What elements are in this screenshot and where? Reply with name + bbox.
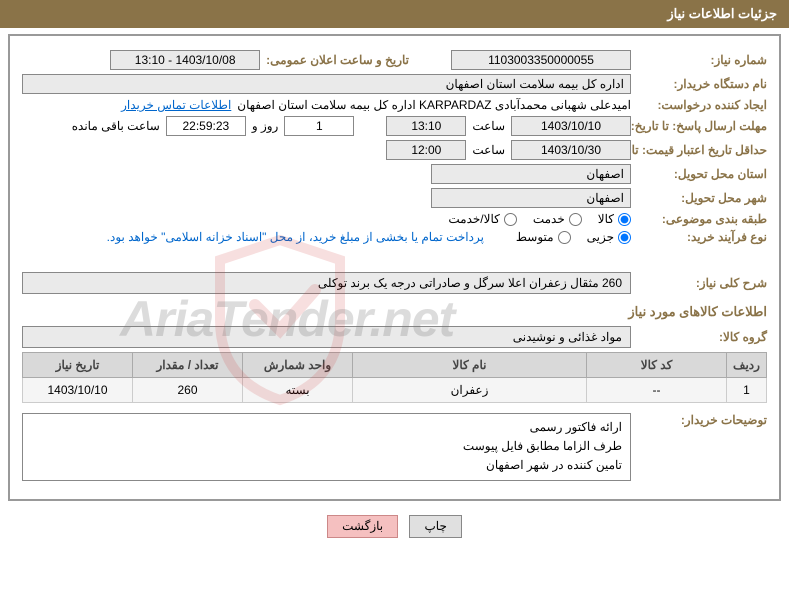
row-process-type: نوع فرآیند خرید: جزیی متوسط پرداخت تمام …	[22, 230, 767, 244]
radio-medium-input[interactable]	[558, 231, 571, 244]
need-desc-label: شرح کلی نیاز:	[637, 276, 767, 290]
table-header-row: ردیف کد کالا نام کالا واحد شمارش تعداد /…	[23, 353, 767, 378]
radio-kala[interactable]: کالا	[598, 212, 631, 226]
th-unit: واحد شمارش	[243, 353, 353, 378]
radio-both[interactable]: کالا/خدمت	[448, 212, 516, 226]
th-code: کد کالا	[587, 353, 727, 378]
time-remaining: 22:59:23	[166, 116, 246, 136]
row-delivery-province: استان محل تحویل: اصفهان	[22, 164, 767, 184]
time-label-2: ساعت	[472, 143, 505, 157]
price-validity-date: 1403/10/30	[511, 140, 631, 160]
process-label: نوع فرآیند خرید:	[637, 230, 767, 244]
panel-header: جزئیات اطلاعات نیاز	[0, 0, 789, 28]
back-button[interactable]: بازگشت	[327, 515, 398, 538]
radio-khadamat[interactable]: خدمت	[533, 212, 582, 226]
row-requester: ایجاد کننده درخواست: امیدعلی شهبانی محمد…	[22, 98, 767, 112]
requester-value: امیدعلی شهبانی محمدآبادی KARPARDAZ اداره…	[237, 98, 631, 112]
th-qty: تعداد / مقدار	[133, 353, 243, 378]
requester-label: ایجاد کننده درخواست:	[637, 98, 767, 112]
announce-time-label: تاریخ و ساعت اعلان عمومی:	[266, 53, 409, 67]
buyer-notes-label: توضیحات خریدار:	[637, 413, 767, 427]
main-panel: شماره نیاز: 1103003350000055 تاریخ و ساع…	[8, 34, 781, 501]
radio-partial-input[interactable]	[618, 231, 631, 244]
td-name: زعفران	[353, 378, 587, 403]
row-need-number: شماره نیاز: 1103003350000055 تاریخ و ساع…	[22, 50, 767, 70]
page-container: جزئیات اطلاعات نیاز AriaTender.net شماره…	[0, 0, 789, 546]
radio-partial[interactable]: جزیی	[587, 230, 631, 244]
goods-group-value: مواد غذائی و نوشیدنی	[22, 326, 631, 348]
th-row: ردیف	[727, 353, 767, 378]
time-label-1: ساعت	[472, 119, 505, 133]
buyer-org-label: نام دستگاه خریدار:	[637, 77, 767, 91]
td-unit: بسته	[243, 378, 353, 403]
radio-medium[interactable]: متوسط	[516, 230, 571, 244]
contact-buyer-link[interactable]: اطلاعات تماس خریدار	[121, 98, 231, 112]
response-deadline-date: 1403/10/10	[511, 116, 631, 136]
days-remaining: 1	[284, 116, 354, 136]
button-row: چاپ بازگشت	[0, 507, 789, 546]
price-validity-time: 12:00	[386, 140, 466, 160]
row-buyer-notes: توضیحات خریدار: ارائه فاکتور رسمی طرف ال…	[22, 413, 767, 481]
radio-both-input[interactable]	[504, 213, 517, 226]
buyer-org-value: اداره کل بیمه سلامت استان اصفهان	[22, 74, 631, 94]
price-validity-label: حداقل تاریخ اعتبار قیمت: تا تاریخ:	[637, 143, 767, 157]
radio-kala-input[interactable]	[618, 213, 631, 226]
need-desc-value: 260 مثقال زعفران اعلا سرگل و صادراتی درج…	[22, 272, 631, 294]
table-row: 1 -- زعفران بسته 260 1403/10/10	[23, 378, 767, 403]
row-delivery-city: شهر محل تحویل: اصفهان	[22, 188, 767, 208]
process-radio-group: جزیی متوسط	[516, 230, 631, 244]
category-radio-group: کالا خدمت کالا/خدمت	[448, 212, 631, 226]
goods-group-label: گروه کالا:	[637, 330, 767, 344]
need-number-label: شماره نیاز:	[637, 53, 767, 67]
goods-info-heading: اطلاعات کالاهای مورد نیاز	[22, 304, 767, 320]
radio-khadamat-input[interactable]	[569, 213, 582, 226]
row-buyer-org: نام دستگاه خریدار: اداره کل بیمه سلامت ا…	[22, 74, 767, 94]
delivery-province-value: اصفهان	[431, 164, 631, 184]
response-deadline-label: مهلت ارسال پاسخ: تا تاریخ:	[637, 119, 767, 133]
td-row: 1	[727, 378, 767, 403]
row-response-deadline: مهلت ارسال پاسخ: تا تاریخ: 1403/10/10 سا…	[22, 116, 767, 136]
td-code: --	[587, 378, 727, 403]
response-deadline-time: 13:10	[386, 116, 466, 136]
buyer-notes-box: ارائه فاکتور رسمی طرف الزاما مطابق فایل …	[22, 413, 631, 481]
row-goods-group: گروه کالا: مواد غذائی و نوشیدنی	[22, 326, 767, 348]
row-need-desc: شرح کلی نیاز: 260 مثقال زعفران اعلا سرگل…	[22, 272, 767, 294]
need-number-value: 1103003350000055	[451, 50, 631, 70]
buyer-note-line-1: ارائه فاکتور رسمی	[31, 418, 622, 437]
td-qty: 260	[133, 378, 243, 403]
th-name: نام کالا	[353, 353, 587, 378]
td-date: 1403/10/10	[23, 378, 133, 403]
print-button[interactable]: چاپ	[409, 515, 461, 538]
row-category: طبقه بندی موضوعی: کالا خدمت کالا/خدمت	[22, 212, 767, 226]
remaining-label: ساعت باقی مانده	[72, 119, 160, 133]
announce-time-value: 1403/10/08 - 13:10	[110, 50, 260, 70]
delivery-province-label: استان محل تحویل:	[637, 167, 767, 181]
buyer-note-line-2: طرف الزاما مطابق فایل پیوست	[31, 437, 622, 456]
delivery-city-value: اصفهان	[431, 188, 631, 208]
th-date: تاریخ نیاز	[23, 353, 133, 378]
goods-table: ردیف کد کالا نام کالا واحد شمارش تعداد /…	[22, 352, 767, 403]
days-label: روز و	[252, 119, 279, 133]
delivery-city-label: شهر محل تحویل:	[637, 191, 767, 205]
payment-note: پرداخت تمام یا بخشی از مبلغ خرید، از محل…	[107, 230, 484, 244]
category-label: طبقه بندی موضوعی:	[637, 212, 767, 226]
buyer-note-line-3: تامین کننده در شهر اصفهان	[31, 456, 622, 475]
row-price-validity: حداقل تاریخ اعتبار قیمت: تا تاریخ: 1403/…	[22, 140, 767, 160]
